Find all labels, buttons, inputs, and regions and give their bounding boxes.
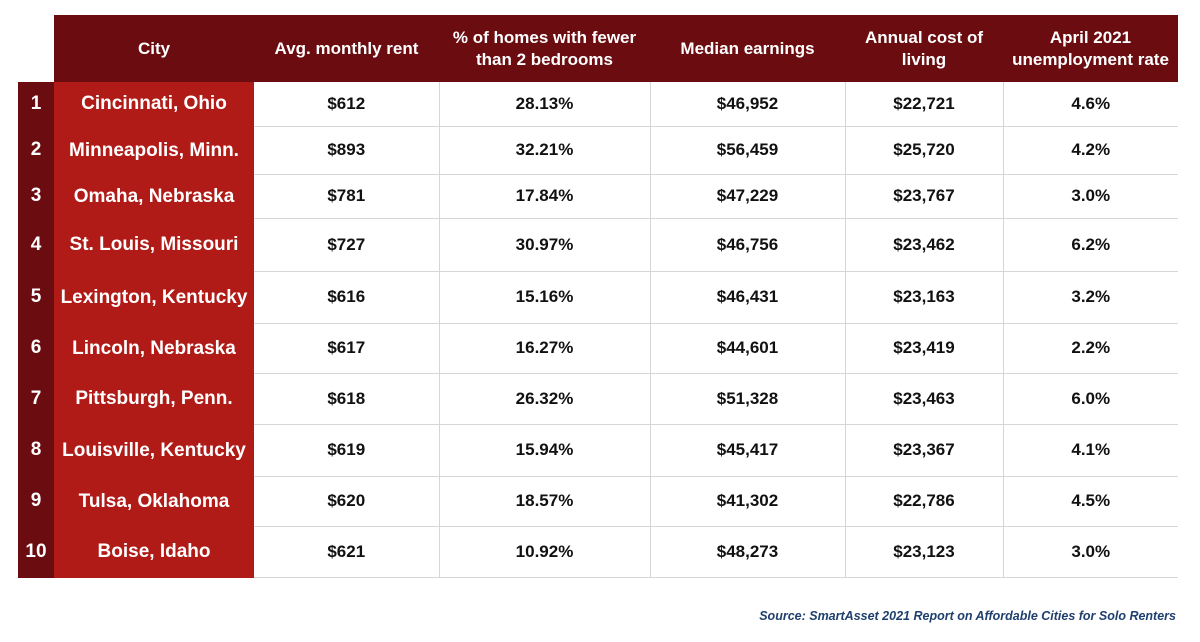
unemployment-cell: 4.1%: [1003, 424, 1178, 477]
pct-homes-cell: 17.84%: [439, 174, 651, 219]
cost-cell: $23,163: [845, 271, 1004, 324]
rent-cell: $620: [254, 476, 440, 527]
cost-cell: $23,367: [845, 424, 1004, 477]
unemployment-cell: 4.2%: [1003, 126, 1178, 175]
earnings-cell: $56,459: [650, 126, 846, 175]
rank-header-cell: [18, 15, 54, 82]
rent-cell: $617: [254, 323, 440, 374]
city-cell: Tulsa, Oklahoma: [54, 476, 254, 527]
header-rent: Avg. monthly rent: [254, 15, 439, 82]
rank-cell: 10: [18, 526, 54, 578]
unemployment-cell: 6.2%: [1003, 218, 1178, 272]
rank-cell: 6: [18, 323, 54, 374]
unemployment-cell: 3.0%: [1003, 174, 1178, 219]
cost-cell: $23,123: [845, 526, 1004, 578]
unemployment-cell: 3.0%: [1003, 526, 1178, 578]
rent-cell: $781: [254, 174, 440, 219]
city-cell: Lexington, Kentucky: [54, 271, 254, 324]
rent-cell: $893: [254, 126, 440, 175]
cost-cell: $23,767: [845, 174, 1004, 219]
rent-cell: $619: [254, 424, 440, 477]
rank-cell: 7: [18, 373, 54, 425]
cost-cell: $22,721: [845, 82, 1004, 127]
earnings-cell: $45,417: [650, 424, 846, 477]
table-row: 4 St. Louis, Missouri $727 30.97% $46,756 $23…: [18, 218, 1178, 272]
header-city: City: [54, 15, 254, 82]
city-cell: Louisville, Kentucky: [54, 424, 254, 477]
rank-cell: 1: [18, 82, 54, 127]
earnings-cell: $46,952: [650, 82, 846, 127]
pct-homes-cell: 32.21%: [439, 126, 651, 175]
earnings-cell: $46,756: [650, 218, 846, 272]
cost-cell: $23,419: [845, 323, 1004, 374]
rank-cell: 8: [18, 424, 54, 477]
pct-homes-cell: 16.27%: [439, 323, 651, 374]
city-cell: Pittsburgh, Penn.: [54, 373, 254, 425]
table-row: 8 Louisville, Kentucky $619 15.94% $45,417 $2…: [18, 424, 1178, 477]
rank-cell: 3: [18, 174, 54, 219]
table-row: 3 Omaha, Nebraska $781 17.84% $47,229 $23,767…: [18, 174, 1178, 219]
data-table: City Avg. monthly rent % of homes with f…: [18, 15, 1178, 578]
header-unemployment: April 2021 unemployment rate: [1003, 15, 1178, 82]
rent-cell: $727: [254, 218, 440, 272]
table-row: 10 Boise, Idaho $621 10.92% $48,273 $23,123 3.…: [18, 526, 1178, 578]
pct-homes-cell: 30.97%: [439, 218, 651, 272]
source-note: Source: SmartAsset 2021 Report on Afford…: [759, 609, 1176, 623]
pct-homes-cell: 15.94%: [439, 424, 651, 477]
pct-homes-cell: 18.57%: [439, 476, 651, 527]
pct-homes-cell: 15.16%: [439, 271, 651, 324]
earnings-cell: $47,229: [650, 174, 846, 219]
pct-homes-cell: 26.32%: [439, 373, 651, 425]
rent-cell: $612: [254, 82, 440, 127]
rent-cell: $621: [254, 526, 440, 578]
header-pct-homes: % of homes with fewer than 2 bedrooms: [439, 15, 650, 82]
unemployment-cell: 4.5%: [1003, 476, 1178, 527]
city-cell: St. Louis, Missouri: [54, 218, 254, 272]
table-body: 1 Cincinnati, Ohio $612 28.13% $46,952 $22,72…: [18, 82, 1178, 578]
cost-cell: $23,462: [845, 218, 1004, 272]
header-earnings: Median earnings: [650, 15, 845, 82]
cost-cell: $25,720: [845, 126, 1004, 175]
rank-cell: 2: [18, 126, 54, 175]
table-row: 9 Tulsa, Oklahoma $620 18.57% $41,302 $22,786…: [18, 476, 1178, 527]
earnings-cell: $48,273: [650, 526, 846, 578]
unemployment-cell: 2.2%: [1003, 323, 1178, 374]
rent-cell: $616: [254, 271, 440, 324]
earnings-cell: $51,328: [650, 373, 846, 425]
table-row: 5 Lexington, Kentucky $616 15.16% $46,431 $23…: [18, 271, 1178, 324]
header-row: City Avg. monthly rent % of homes with f…: [18, 15, 1178, 82]
city-cell: Cincinnati, Ohio: [54, 82, 254, 127]
city-cell: Boise, Idaho: [54, 526, 254, 578]
table-row: 1 Cincinnati, Ohio $612 28.13% $46,952 $22,72…: [18, 82, 1178, 127]
table-row: 7 Pittsburgh, Penn. $618 26.32% $51,328 $23,4…: [18, 373, 1178, 425]
rent-cell: $618: [254, 373, 440, 425]
cost-cell: $23,463: [845, 373, 1004, 425]
rank-cell: 4: [18, 218, 54, 272]
cost-cell: $22,786: [845, 476, 1004, 527]
unemployment-cell: 6.0%: [1003, 373, 1178, 425]
city-cell: Minneapolis, Minn.: [54, 126, 254, 175]
pct-homes-cell: 28.13%: [439, 82, 651, 127]
rank-cell: 9: [18, 476, 54, 527]
table-row: 2 Minneapolis, Minn. $893 32.21% $56,459 $25,…: [18, 126, 1178, 175]
pct-homes-cell: 10.92%: [439, 526, 651, 578]
earnings-cell: $41,302: [650, 476, 846, 527]
city-cell: Omaha, Nebraska: [54, 174, 254, 219]
table-row: 6 Lincoln, Nebraska $617 16.27% $44,601 $23,4…: [18, 323, 1178, 374]
unemployment-cell: 3.2%: [1003, 271, 1178, 324]
earnings-cell: $46,431: [650, 271, 846, 324]
rank-cell: 5: [18, 271, 54, 324]
earnings-cell: $44,601: [650, 323, 846, 374]
unemployment-cell: 4.6%: [1003, 82, 1178, 127]
city-cell: Lincoln, Nebraska: [54, 323, 254, 374]
header-cost: Annual cost of living: [845, 15, 1003, 82]
